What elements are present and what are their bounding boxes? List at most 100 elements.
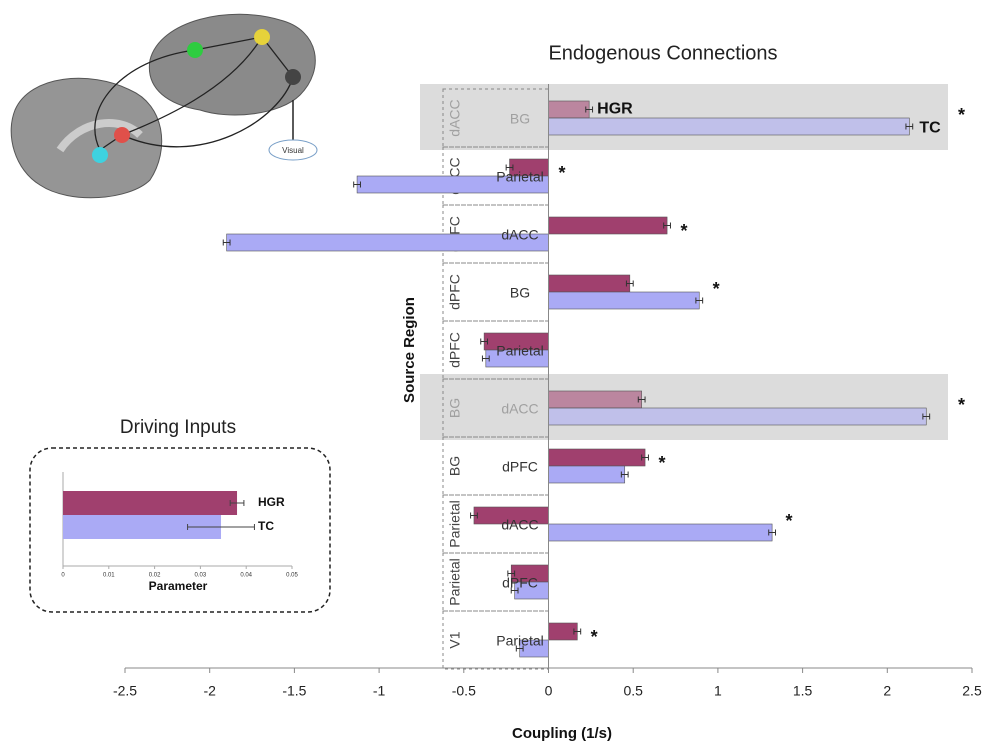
error-bar <box>187 524 255 530</box>
bar <box>548 523 773 542</box>
legend-label: TC <box>919 120 941 137</box>
legend-label: HGR <box>597 101 633 118</box>
target-label: BG <box>510 111 530 127</box>
inset-frame <box>29 447 331 613</box>
node-visual <box>285 69 301 85</box>
brain-medial <box>10 77 163 199</box>
significance-marker: * <box>958 395 965 415</box>
source-label: Parietal <box>447 500 463 547</box>
target-label: dACC <box>501 517 538 533</box>
highlight-band <box>420 84 948 150</box>
x-tick-label: 1.5 <box>793 683 813 699</box>
node-cyan <box>92 147 108 163</box>
highlight-band <box>420 374 948 440</box>
source-label: V1 <box>447 631 463 648</box>
error-bar <box>768 529 776 536</box>
significance-marker: * <box>785 511 792 531</box>
source-label: Parietal <box>447 558 463 605</box>
source-label: BG <box>447 398 463 418</box>
inset-title: Driving Inputs <box>120 417 236 438</box>
bar <box>548 622 578 641</box>
significance-marker: * <box>713 279 720 299</box>
bar <box>548 291 700 310</box>
target-label: Parietal <box>496 169 543 185</box>
bar <box>548 390 642 409</box>
error-bar <box>515 645 524 652</box>
error-bar <box>510 587 519 594</box>
source-label: dPFC <box>447 274 463 310</box>
error-bar <box>505 164 514 171</box>
target-label: BG <box>510 285 530 301</box>
error-bar <box>641 454 649 461</box>
x-tick-label: -1.5 <box>282 683 306 699</box>
node-red <box>114 127 130 143</box>
target-label: Parietal <box>496 343 543 359</box>
x-tick-label: 0 <box>545 683 553 699</box>
x-axis-label: Coupling (1/s) <box>512 725 612 742</box>
x-tick-label: -2.5 <box>113 683 137 699</box>
legend-label: TC <box>258 519 274 533</box>
node-yellow <box>254 29 270 45</box>
x-tick-label: 0.02 <box>149 573 161 579</box>
x-tick-label: 0.5 <box>623 683 643 699</box>
error-bar <box>353 181 361 188</box>
connections <box>94 36 294 151</box>
x-tick-label: 0.01 <box>103 573 115 579</box>
source-label: dACC <box>447 99 463 136</box>
x-tick-label: 2 <box>883 683 891 699</box>
x-tick-label: 0 <box>61 573 65 579</box>
bar <box>548 117 910 136</box>
error-bar <box>625 280 634 287</box>
visual-box <box>268 139 318 161</box>
error-bar <box>663 222 671 229</box>
target-label: dPFC <box>502 459 538 475</box>
error-bar <box>470 512 478 519</box>
source-label: BG <box>447 456 463 476</box>
x-tick-label: 0.04 <box>240 573 252 579</box>
source-label: dPFC <box>447 332 463 368</box>
error-bar <box>922 413 931 420</box>
significance-marker: * <box>591 627 598 647</box>
bar <box>548 448 646 467</box>
bar <box>548 465 626 484</box>
x-tick-label: 0.05 <box>286 573 298 579</box>
x-tick-label: 0.03 <box>195 573 207 579</box>
target-label: dPFC <box>502 575 538 591</box>
error-bar <box>222 239 231 246</box>
x-tick-label: -1 <box>373 683 386 699</box>
x-tick-label: 2.5 <box>962 683 982 699</box>
target-label: dACC <box>501 401 538 417</box>
inset-x-label: Parameter <box>149 579 208 593</box>
brain-illustration: Visual <box>10 13 318 199</box>
error-bar <box>620 471 629 478</box>
brain-lateral <box>148 13 316 116</box>
target-label: Parietal <box>496 633 543 649</box>
error-bar <box>229 500 245 506</box>
error-bar <box>637 396 646 403</box>
y-axis-label: Source Region <box>401 297 418 403</box>
chart-title: Endogenous Connections <box>548 42 777 64</box>
error-bar <box>480 338 489 345</box>
bar <box>548 274 631 293</box>
significance-marker: * <box>958 105 965 125</box>
legend-label: HGR <box>258 495 285 509</box>
bar <box>63 491 238 515</box>
bar <box>548 216 668 235</box>
bar <box>548 407 927 426</box>
visual-label: Visual <box>282 146 304 155</box>
node-green <box>187 42 203 58</box>
significance-marker: * <box>559 163 566 183</box>
bar <box>226 233 549 252</box>
brain-fold <box>56 119 143 153</box>
significance-marker: * <box>680 221 687 241</box>
x-tick-label: -2 <box>203 683 216 699</box>
error-bar <box>573 628 582 635</box>
bar <box>548 100 590 119</box>
significance-marker: * <box>658 453 665 473</box>
x-tick-label: -0.5 <box>452 683 476 699</box>
error-bar <box>481 355 490 362</box>
error-bar <box>905 123 914 130</box>
error-bar <box>695 297 704 304</box>
error-bar <box>507 570 516 577</box>
